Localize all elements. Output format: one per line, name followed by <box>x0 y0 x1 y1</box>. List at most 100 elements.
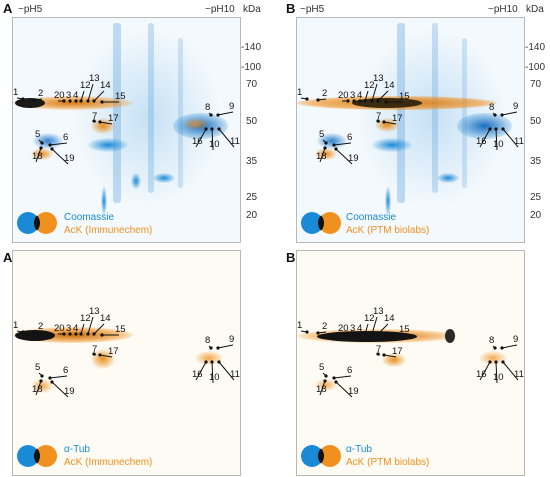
ph-left-label: ~pH5 <box>18 4 43 15</box>
spot-number-label: 13 <box>89 73 100 84</box>
mw-tick: 25 <box>246 192 258 203</box>
spot-number-label: 8 <box>489 102 495 113</box>
spot-number-label: 10 <box>493 139 504 150</box>
spot-number-label: 8 <box>205 335 211 346</box>
spot-number-label: 17 <box>392 113 403 124</box>
spot-number-label: 14 <box>100 313 111 324</box>
spot-number-label: 7 <box>92 344 98 355</box>
spot-number-label: 9 <box>229 334 235 345</box>
spot-number-label: 3 <box>350 90 356 101</box>
spot-number-label: 9 <box>513 101 519 112</box>
mw-tick: 35 <box>246 156 258 167</box>
spot-number-label: 5 <box>35 362 41 373</box>
legend-orange-label: AcK (Immunechem) <box>64 225 153 236</box>
panel-letter-b-prime: B‘ <box>286 250 299 265</box>
spot-number-label: 10 <box>209 139 220 150</box>
mw-tick: 70 <box>246 79 258 90</box>
spot-number-label: 6 <box>347 132 353 143</box>
spot-number-label: 12 <box>80 313 91 324</box>
spot-number-label: 11 <box>230 369 240 380</box>
spot-number-label: 3 <box>350 323 356 334</box>
spot-number-label: 2 <box>322 88 328 99</box>
spot-number-label: 3 <box>66 323 72 334</box>
spot-number-label: 20 <box>54 90 65 101</box>
legend-blue-label: Coomassie <box>346 212 397 223</box>
spot-number-label: 15 <box>115 91 126 102</box>
spot-number-label: 15 <box>399 91 410 102</box>
spot-number-label: 19 <box>348 386 359 397</box>
legend-blue-label: α-Tub <box>64 444 90 455</box>
gel-image-a <box>12 17 241 243</box>
legend-blue-label: α-Tub <box>346 444 372 455</box>
legend-blue-label: Coomassie <box>64 212 115 223</box>
ph-right-label: ~pH10 <box>488 4 518 15</box>
spot-number-label: 9 <box>513 334 519 345</box>
spot-number-label: 6 <box>63 132 69 143</box>
spot-number-label: 12 <box>364 80 375 91</box>
mw-tick: 35 <box>530 156 542 167</box>
spot-number-label: 11 <box>514 136 524 147</box>
spot-number-label: 4 <box>357 323 363 334</box>
spot-number-label: 13 <box>89 306 100 317</box>
kda-label: kDa <box>243 4 261 15</box>
spot-number-label: 1 <box>297 87 303 98</box>
spot-number-label: 4 <box>357 90 363 101</box>
spot-number-label: 6 <box>63 365 69 376</box>
mw-tick: 50 <box>530 116 542 127</box>
spot-number-label: 13 <box>373 73 384 84</box>
spot-number-label: 19 <box>64 386 75 397</box>
overlap-circles-icon <box>17 445 57 467</box>
spot-number-label: 7 <box>92 111 98 122</box>
spot-number-label: 10 <box>209 372 220 383</box>
spot-number-label: 18 <box>316 384 327 395</box>
spot-number-label: 7 <box>376 344 382 355</box>
spot-number-label: 18 <box>32 384 43 395</box>
spot-number-label: 18 <box>316 151 327 162</box>
spot-number-label: 16 <box>192 136 203 147</box>
spot-number-label: 10 <box>493 372 504 383</box>
gel-image-b <box>296 17 525 243</box>
spot-number-label: 16 <box>476 136 487 147</box>
panel-letter-a: A <box>3 1 13 16</box>
ph-right-label: ~pH10 <box>205 4 235 15</box>
spot-number-label: 20 <box>338 323 349 334</box>
spot-number-label: 14 <box>384 313 395 324</box>
spot-number-label: 19 <box>64 153 75 164</box>
gel-image-a-prime <box>12 250 241 476</box>
spot-number-label: 5 <box>319 129 325 140</box>
mw-tick: -140 <box>241 42 262 53</box>
spot-number-label: 2 <box>38 88 44 99</box>
spot-number-label: 17 <box>108 346 119 357</box>
spot-number-label: 5 <box>319 362 325 373</box>
overlap-circles-icon <box>301 445 341 467</box>
mw-tick: -100 <box>241 62 262 73</box>
spot-number-label: 15 <box>115 324 126 335</box>
spot-number-label: 11 <box>230 136 240 147</box>
spot-number-label: 4 <box>73 90 79 101</box>
spot-number-label: 2 <box>322 321 328 332</box>
panel-letter-b: B <box>286 1 296 16</box>
legend-a <box>16 211 60 240</box>
mw-tick: 20 <box>246 210 258 221</box>
spot-number-label: 4 <box>73 323 79 334</box>
legend-orange-label: AcK (PTM biolabs) <box>346 457 430 468</box>
mw-tick: -140 <box>525 42 546 53</box>
overlap-circles-icon <box>301 212 341 234</box>
mw-tick: -100 <box>525 62 546 73</box>
legend-orange-label: AcK (Immunechem) <box>64 457 153 468</box>
spot-number-label: 6 <box>347 365 353 376</box>
spot-number-label: 8 <box>205 102 211 113</box>
spot-number-label: 11 <box>514 369 524 380</box>
spot-number-label: 17 <box>392 346 403 357</box>
ph-left-label: ~pH5 <box>300 4 325 15</box>
spot-number-label: 14 <box>384 80 395 91</box>
overlap-circles-icon <box>17 212 57 234</box>
spot-number-label: 17 <box>108 113 119 124</box>
spot-number-label: 19 <box>348 153 359 164</box>
spot-number-label: 1 <box>297 320 303 331</box>
mw-tick: 50 <box>246 116 258 127</box>
mw-tick: 70 <box>530 79 542 90</box>
legend-a-prime <box>16 444 60 473</box>
spot-number-label: 18 <box>32 151 43 162</box>
spot-number-label: 14 <box>100 80 111 91</box>
